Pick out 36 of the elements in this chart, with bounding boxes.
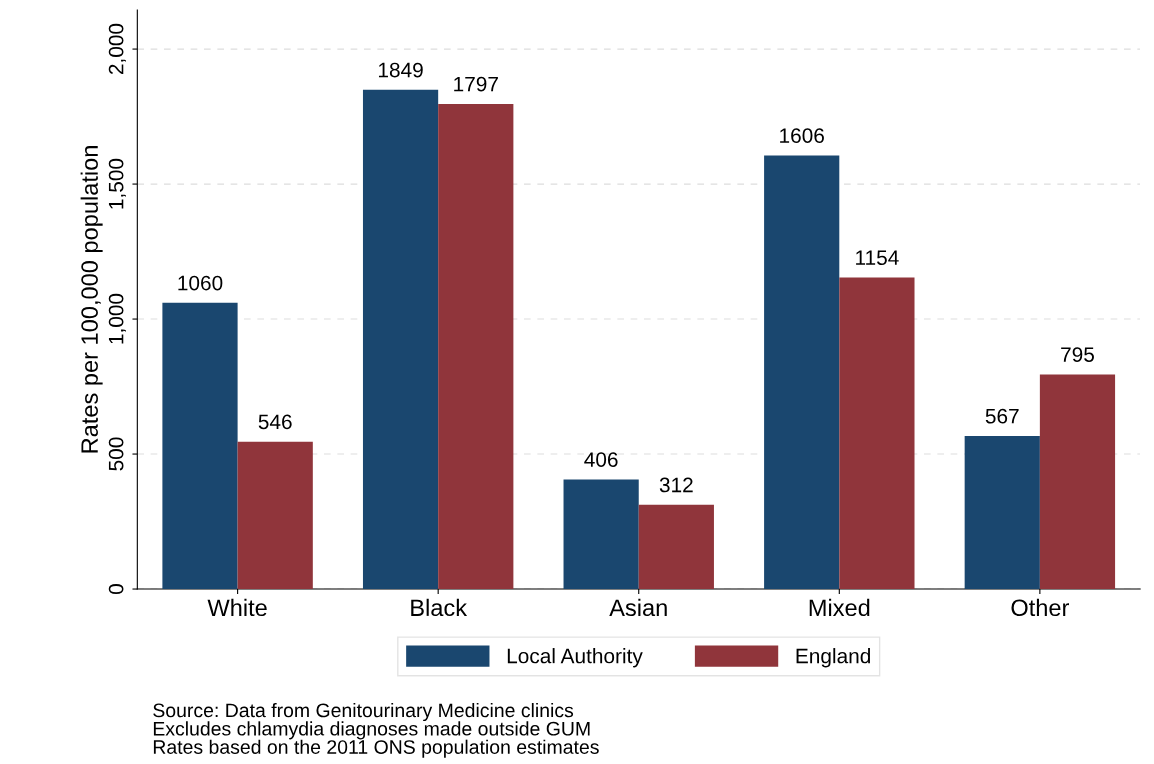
- bar: [964, 435, 1040, 590]
- data-label: 406: [584, 452, 618, 467]
- y-tick-label: 1,500: [108, 158, 126, 209]
- y-tick-label: 1,000: [108, 293, 126, 344]
- bar: [638, 504, 714, 590]
- data-label: 1797: [454, 76, 498, 92]
- y-tick-label: 500: [108, 437, 124, 471]
- legend-label: Local Authority: [507, 648, 643, 668]
- bar: [237, 441, 313, 590]
- legend-label: England: [796, 648, 870, 668]
- data-label: 546: [258, 414, 292, 430]
- y-tick-label: 2,000: [108, 23, 126, 75]
- data-label: 1606: [780, 128, 824, 143]
- bar: [563, 479, 639, 590]
- y-axis-title: Rates per 100,000 population: [80, 146, 103, 453]
- bar: [362, 89, 439, 590]
- y-tick-label: 0: [108, 584, 124, 595]
- data-label: 1060: [178, 275, 223, 291]
- x-tick-label: Asian: [609, 598, 667, 617]
- x-tick-label: Black: [411, 598, 468, 617]
- bar: [839, 277, 915, 590]
- bar: [764, 155, 840, 590]
- data-label: 567: [985, 408, 1019, 424]
- bar: [438, 103, 514, 590]
- x-tick-label: White: [207, 598, 267, 617]
- bar: [1039, 374, 1116, 590]
- data-label: 1849: [378, 62, 423, 78]
- x-tick-label: Other: [1011, 598, 1070, 617]
- data-label: 795: [1061, 347, 1094, 362]
- bar: [162, 302, 238, 590]
- data-label: 1154: [856, 250, 899, 266]
- x-tick-label: Mixed: [809, 598, 870, 617]
- source-note: Source: Data from Genitourinary Medicine clinics: [153, 702, 574, 722]
- text: Excludes chlamydia diagnoses made outside GUM: [153, 721, 590, 740]
- data-label: 312: [659, 477, 693, 493]
- text: Rates based on the 2011 ONS population estimates: [153, 739, 599, 758]
